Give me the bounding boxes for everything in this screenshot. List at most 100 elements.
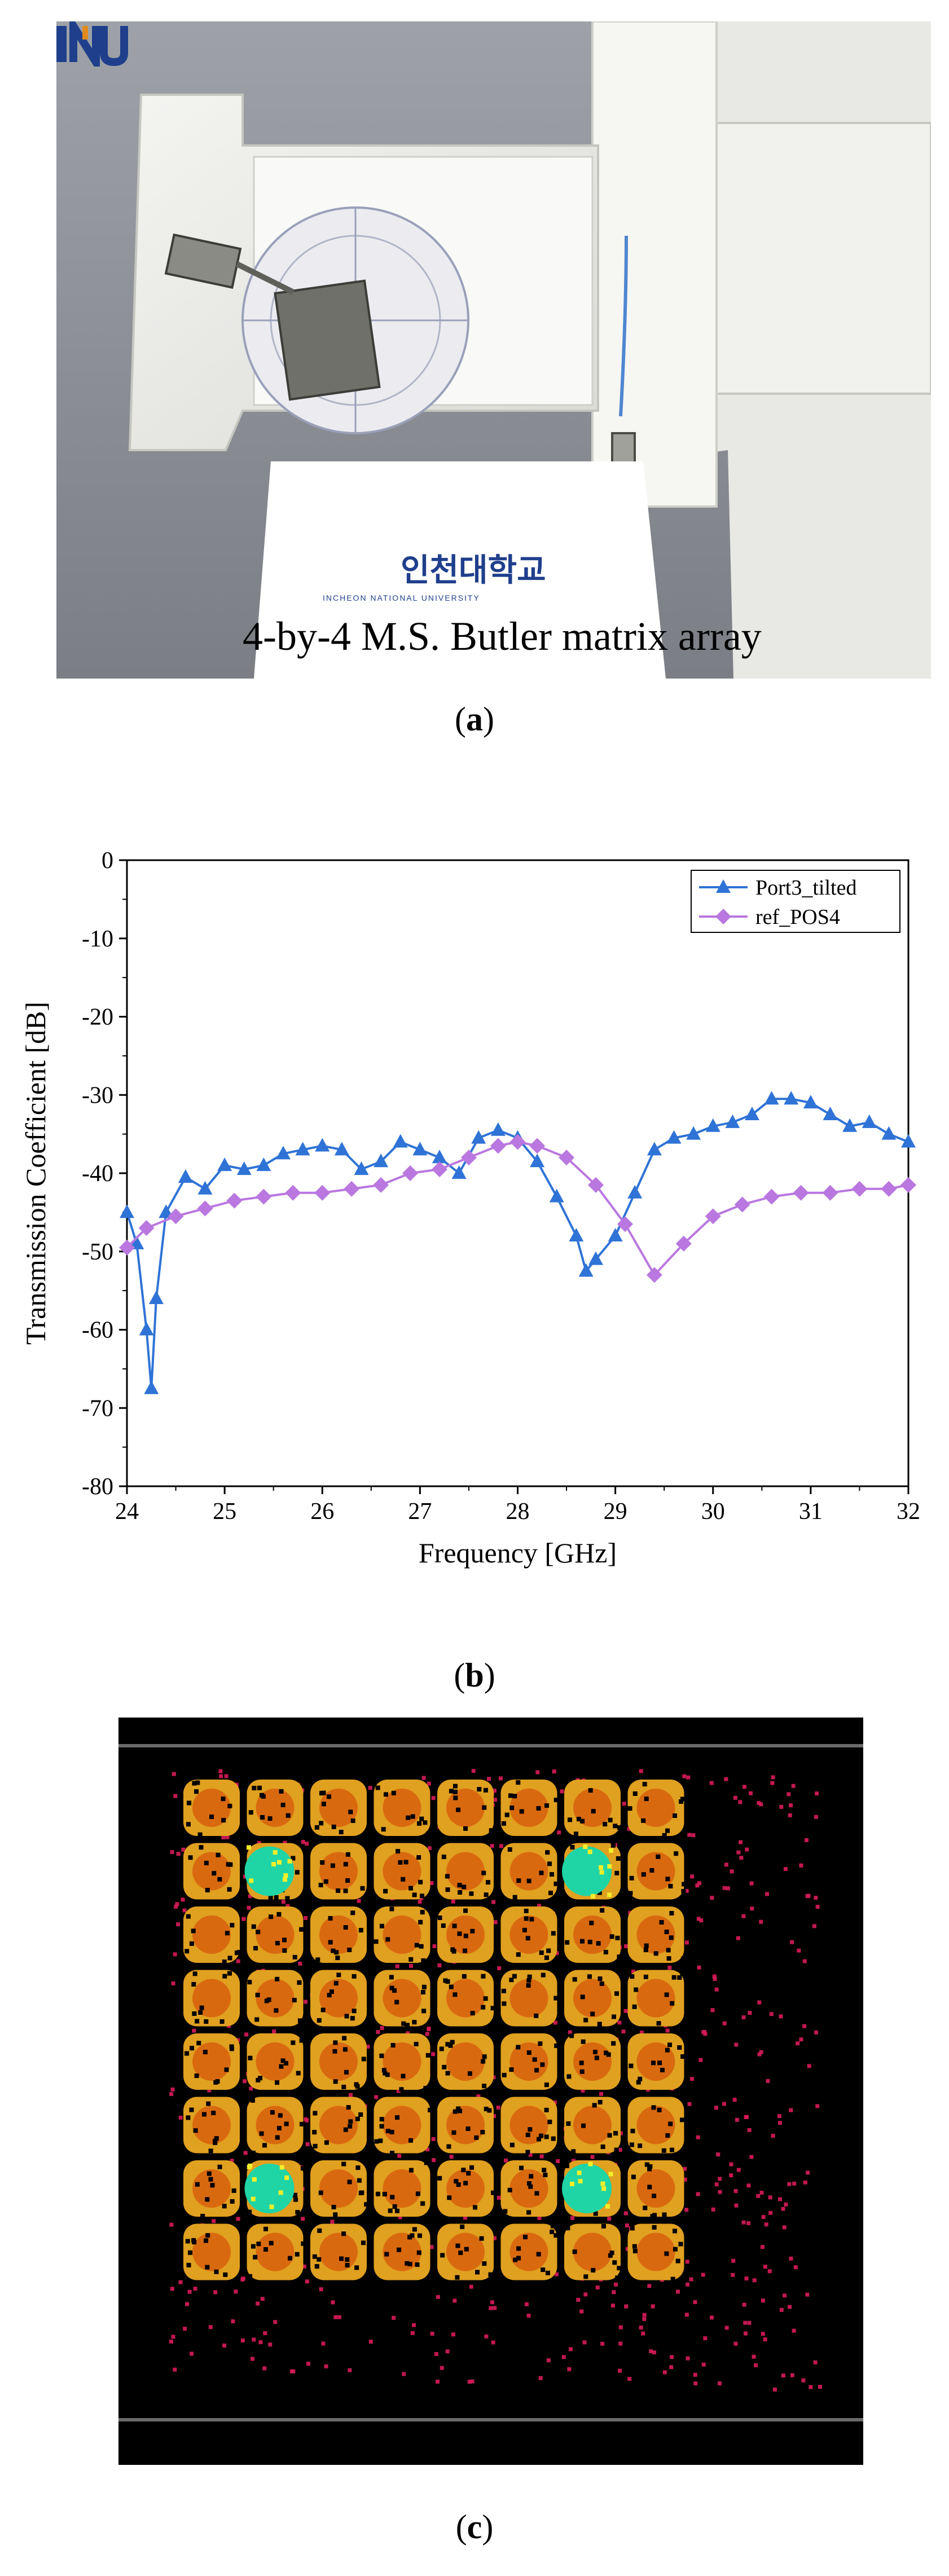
low-speckle bbox=[552, 1769, 556, 1774]
low-speckle bbox=[178, 2280, 183, 2284]
low-speckle bbox=[684, 2208, 689, 2212]
gap-speckle bbox=[425, 2053, 430, 2058]
gap-speckle bbox=[488, 2272, 493, 2277]
gap-speckle bbox=[539, 1950, 544, 1955]
gap-speckle bbox=[339, 1830, 344, 1835]
gap-speckle bbox=[445, 2042, 450, 2047]
low-speckle bbox=[225, 1835, 230, 1839]
gap-speckle bbox=[512, 1895, 517, 1900]
gap-speckle bbox=[331, 1824, 336, 1829]
gap-speckle bbox=[674, 1851, 679, 1856]
gap-speckle bbox=[581, 2123, 586, 2128]
low-speckle bbox=[639, 1769, 643, 1773]
gap-speckle bbox=[610, 1843, 616, 1848]
low-speckle bbox=[797, 1948, 801, 1953]
array-element-core bbox=[319, 2106, 358, 2145]
data-point bbox=[716, 879, 731, 893]
low-speckle bbox=[241, 1917, 246, 1921]
low-speckle bbox=[757, 1801, 761, 1806]
gap-speckle bbox=[341, 2231, 346, 2236]
low-speckle bbox=[451, 2332, 455, 2337]
low-speckle bbox=[733, 1795, 737, 1800]
gap-speckle bbox=[647, 2167, 652, 2172]
gap-speckle bbox=[446, 2144, 451, 2149]
gap-speckle bbox=[327, 1794, 332, 1799]
gap-speckle bbox=[423, 2086, 428, 2091]
gap-speckle bbox=[583, 2274, 588, 2279]
gap-speckle bbox=[652, 2194, 657, 2199]
gap-speckle bbox=[425, 1831, 430, 1837]
data-point bbox=[900, 1177, 916, 1193]
low-speckle bbox=[243, 1874, 248, 1879]
gap-speckle bbox=[263, 2247, 269, 2252]
low-speckle bbox=[484, 2334, 489, 2339]
gap-speckle bbox=[543, 2172, 548, 2177]
gap-speckle bbox=[421, 2009, 427, 2014]
gap-speckle bbox=[669, 1910, 674, 1916]
low-speckle bbox=[305, 2279, 309, 2284]
low-speckle bbox=[761, 2332, 765, 2336]
peak-edge-speckle bbox=[599, 1865, 604, 1870]
gap-speckle bbox=[335, 1956, 340, 1961]
low-speckle bbox=[730, 1869, 734, 1874]
low-speckle bbox=[493, 2236, 497, 2240]
x-tick-label: 30 bbox=[701, 1499, 725, 1525]
gap-speckle bbox=[529, 2174, 534, 2179]
low-speckle bbox=[607, 2217, 612, 2221]
gap-speckle bbox=[568, 1817, 573, 1822]
low-speckle bbox=[784, 2202, 788, 2207]
y-tick-label: -50 bbox=[82, 1239, 113, 1265]
gap-speckle bbox=[600, 1908, 605, 1913]
data-point bbox=[715, 909, 731, 924]
gap-speckle bbox=[192, 2240, 197, 2245]
low-speckle bbox=[741, 2220, 746, 2225]
gap-speckle bbox=[209, 1814, 214, 1819]
gap-speckle bbox=[490, 2006, 495, 2011]
data-point bbox=[490, 1122, 506, 1136]
data-point bbox=[530, 1153, 545, 1168]
gap-speckle bbox=[634, 1987, 639, 1992]
low-speckle bbox=[675, 2289, 680, 2294]
data-point bbox=[851, 1181, 868, 1197]
gap-speckle bbox=[230, 2199, 235, 2204]
array-element-core bbox=[319, 1916, 358, 1954]
array-element-core bbox=[636, 2232, 675, 2271]
low-speckle bbox=[812, 1924, 816, 1928]
low-speckle bbox=[236, 1959, 240, 1963]
gap-speckle bbox=[644, 1943, 649, 1948]
low-speckle bbox=[709, 1781, 714, 1785]
low-speckle bbox=[469, 2284, 473, 2289]
low-speckle bbox=[687, 2102, 692, 2106]
data-point bbox=[578, 1263, 594, 1277]
gap-speckle bbox=[644, 1796, 649, 1802]
low-speckle bbox=[181, 1847, 186, 1852]
gap-speckle bbox=[573, 1831, 578, 1837]
gap-speckle bbox=[219, 2019, 225, 2024]
gap-speckle bbox=[450, 2040, 455, 2045]
gap-speckle bbox=[613, 1824, 618, 1829]
gap-speckle bbox=[396, 1849, 401, 1854]
gap-speckle bbox=[419, 1944, 424, 1949]
gap-speckle bbox=[528, 2184, 533, 2189]
gap-speckle bbox=[312, 2130, 317, 2135]
low-speckle bbox=[747, 2128, 752, 2132]
array-element-core bbox=[192, 1916, 231, 1954]
gap-speckle bbox=[591, 1809, 596, 1814]
low-speckle bbox=[747, 2320, 752, 2325]
low-speckle bbox=[759, 1802, 763, 1807]
low-speckle bbox=[476, 2094, 481, 2099]
low-speckle bbox=[735, 2117, 739, 2122]
low-speckle bbox=[641, 2331, 645, 2336]
gap-speckle bbox=[297, 1980, 302, 1985]
gap-speckle bbox=[572, 1977, 577, 1982]
data-point bbox=[236, 1161, 252, 1175]
gap-speckle bbox=[213, 2140, 218, 2145]
gap-speckle bbox=[341, 2084, 346, 2089]
low-speckle bbox=[738, 1800, 742, 1804]
gap-speckle bbox=[331, 1948, 336, 1953]
gap-speckle bbox=[428, 2107, 433, 2112]
gap-speckle bbox=[314, 2264, 319, 2269]
gap-speckle bbox=[487, 2108, 492, 2113]
gap-speckle bbox=[279, 2064, 284, 2069]
